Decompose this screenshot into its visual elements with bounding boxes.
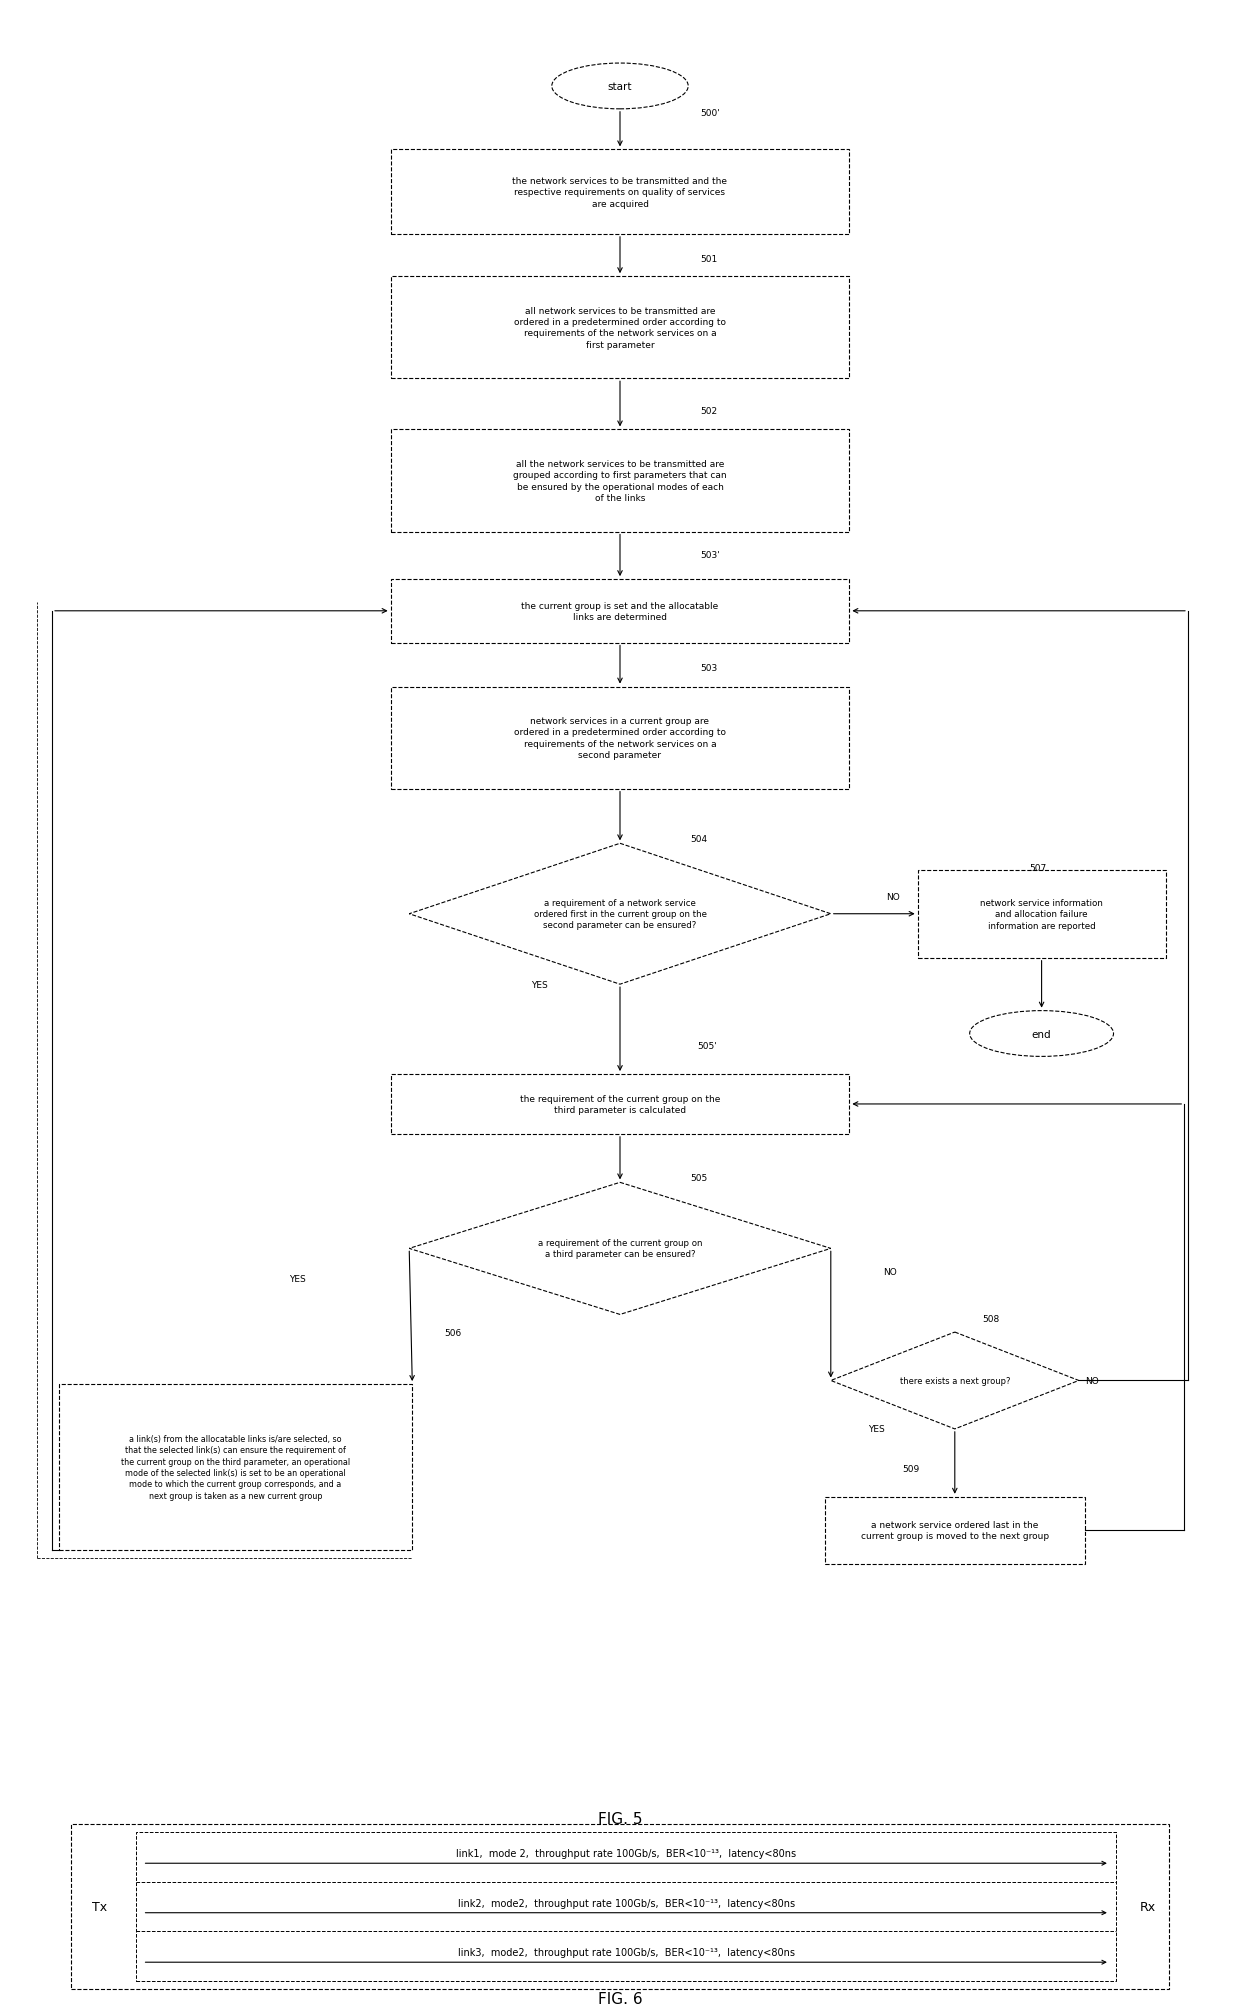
Text: a link(s) from the allocatable links is/are selected, so
that the selected link(: a link(s) from the allocatable links is/… (122, 1434, 350, 1500)
Text: YES: YES (868, 1424, 885, 1434)
Text: 509: 509 (903, 1464, 920, 1474)
Text: 501: 501 (701, 255, 718, 265)
Ellipse shape (970, 1011, 1114, 1057)
Text: FIG. 6: FIG. 6 (598, 1991, 642, 2005)
Text: 502: 502 (701, 407, 718, 415)
Text: Tx: Tx (92, 1901, 107, 1913)
Text: 508: 508 (982, 1315, 999, 1323)
Text: NO: NO (883, 1267, 898, 1275)
Text: all network services to be transmitted are
ordered in a predetermined order acco: all network services to be transmitted a… (515, 307, 725, 349)
Text: there exists a next group?: there exists a next group? (899, 1375, 1011, 1385)
FancyBboxPatch shape (918, 870, 1166, 958)
FancyBboxPatch shape (391, 688, 849, 790)
Text: the network services to be transmitted and the
respective requirements on qualit: the network services to be transmitted a… (512, 176, 728, 209)
FancyBboxPatch shape (71, 1825, 1169, 1989)
Text: network service information
and allocation failure
information are reported: network service information and allocati… (980, 898, 1104, 930)
FancyBboxPatch shape (391, 150, 849, 235)
Polygon shape (409, 844, 831, 984)
FancyBboxPatch shape (136, 1833, 1116, 1981)
Text: a requirement of a network service
ordered first in the current group on the
sec: a requirement of a network service order… (533, 898, 707, 930)
FancyBboxPatch shape (60, 1383, 412, 1550)
Text: a requirement of the current group on
a third parameter can be ensured?: a requirement of the current group on a … (538, 1239, 702, 1259)
Text: the requirement of the current group on the
third parameter is calculated: the requirement of the current group on … (520, 1095, 720, 1115)
FancyBboxPatch shape (391, 579, 849, 644)
Text: FIG. 5: FIG. 5 (598, 1811, 642, 1827)
Polygon shape (831, 1333, 1079, 1430)
Text: 503: 503 (701, 664, 718, 672)
Text: YES: YES (531, 980, 548, 988)
FancyBboxPatch shape (391, 277, 849, 379)
Text: 505': 505' (697, 1043, 717, 1051)
Text: all the network services to be transmitted are
grouped according to first parame: all the network services to be transmitt… (513, 459, 727, 503)
Text: start: start (608, 82, 632, 92)
Polygon shape (409, 1183, 831, 1315)
Text: NO: NO (885, 892, 900, 900)
Text: YES: YES (289, 1275, 306, 1283)
Text: the current group is set and the allocatable
links are determined: the current group is set and the allocat… (521, 602, 719, 622)
Ellipse shape (552, 64, 688, 110)
Text: a network service ordered last in the
current group is moved to the next group: a network service ordered last in the cu… (861, 1520, 1049, 1540)
Text: 504: 504 (691, 834, 708, 842)
Text: Rx: Rx (1140, 1901, 1157, 1913)
Text: NO: NO (1085, 1375, 1099, 1385)
Text: link1,  mode 2,  throughput rate 100Gb/s,  BER<10⁻¹³,  latency<80ns: link1, mode 2, throughput rate 100Gb/s, … (456, 1849, 796, 1859)
Text: 505: 505 (691, 1173, 708, 1183)
FancyBboxPatch shape (391, 1075, 849, 1135)
Text: link3,  mode2,  throughput rate 100Gb/s,  BER<10⁻¹³,  latency<80ns: link3, mode2, throughput rate 100Gb/s, B… (458, 1947, 795, 1957)
Text: network services in a current group are
ordered in a predetermined order accordi: network services in a current group are … (515, 716, 725, 760)
Text: 503': 503' (701, 551, 720, 559)
Text: end: end (1032, 1029, 1052, 1039)
FancyBboxPatch shape (391, 431, 849, 531)
Text: 500': 500' (701, 108, 720, 118)
FancyBboxPatch shape (825, 1498, 1085, 1564)
Text: 506: 506 (444, 1329, 461, 1337)
Text: 507: 507 (1029, 864, 1047, 872)
Text: link2,  mode2,  throughput rate 100Gb/s,  BER<10⁻¹³,  latency<80ns: link2, mode2, throughput rate 100Gb/s, B… (458, 1899, 795, 1907)
